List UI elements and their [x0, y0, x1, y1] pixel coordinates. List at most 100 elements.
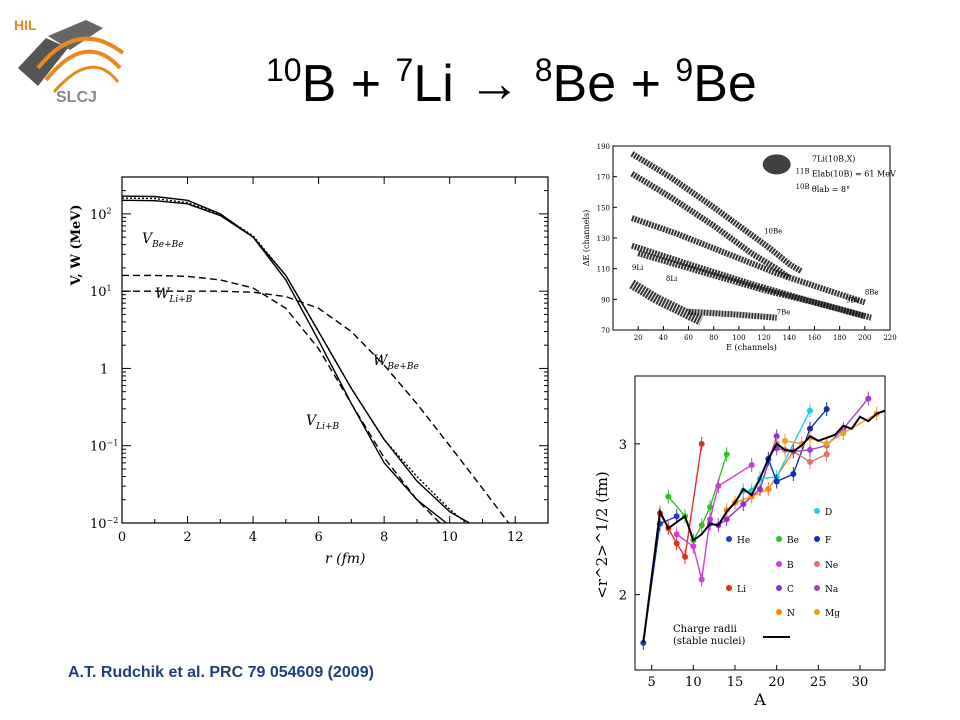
spec-x-tick-label: 220 [883, 334, 896, 342]
logo-arc-3 [52, 65, 120, 93]
radii-legend-marker-Mg [814, 609, 820, 615]
title-be8-mass: 8 [534, 52, 553, 88]
radii-point-He [673, 513, 680, 520]
potential-curve-4 [122, 274, 441, 524]
radii-point-F [773, 478, 780, 485]
radii-point-Li [682, 553, 688, 560]
radii-point-Li [673, 540, 680, 547]
x-tick-label: 8 [380, 530, 388, 545]
potential-chart-svg: 0 2 4 6 8 10 12 102 101 1 10−1 10−2 r (fm) V, W (MeV)… [69, 176, 549, 567]
spec-y-tick-label: 130 [597, 235, 610, 243]
radii-point-Ne [807, 458, 813, 465]
spectrum-chart-svg: 20 40 60 80 100 120 140 160 180 200 220 70 90 110 130 1… [582, 143, 897, 352]
potential-chart: 0 2 4 6 8 10 12 102 101 1 10−1 10−2 r (fm) V, W (MeV)… [60, 155, 580, 575]
radii-legend-marker-Be [776, 536, 782, 542]
charge-radii-chart: 5 10 15 20 25 30 2 3 A <r^2>^1/2 (fm) He Be D F B Ne Li C… [585, 370, 900, 710]
radii-point-Be [665, 493, 672, 500]
spectrum-legend-reaction: 7Li(10B,X) [812, 154, 856, 163]
y-tick-label: 10−2 [90, 516, 118, 532]
spec-x-tick-label: 160 [808, 334, 821, 342]
radii-legend-label-Be: Be [787, 536, 799, 546]
radii-point-Mg [840, 430, 847, 437]
logo-arc-2 [44, 49, 122, 82]
radii-series-Be [667, 454, 728, 543]
radii-y-tick-label: 3 [619, 438, 627, 453]
radii-point-Mg [823, 440, 830, 447]
radii-x-tick-label: 20 [768, 675, 785, 690]
y-tick-label: 1 [100, 362, 108, 377]
radii-legend-label-He: He [737, 536, 750, 546]
radii-legend-marker-N [776, 609, 782, 615]
radii-point-F [807, 425, 813, 432]
radii-point-B [698, 576, 705, 583]
radii-x-tick-label: 25 [810, 675, 827, 690]
spectrum-band-8Li [629, 279, 704, 326]
radii-point-Be [707, 504, 713, 511]
radii-point-F [790, 471, 797, 477]
logo-bottom-text: SLCJ [56, 89, 97, 106]
x-tick-label: 4 [249, 530, 257, 545]
radii-point-Li [698, 440, 705, 447]
x-tick-label: 2 [183, 530, 191, 545]
radii-point-C [757, 486, 763, 493]
title-b-symbol: B + [301, 55, 396, 113]
radii-legend-label-Na: Na [825, 585, 839, 595]
spec-y-tick-label: 70 [601, 327, 610, 335]
spec-x-tick-label: 80 [709, 334, 718, 342]
radii-legend-label-Mg: Mg [825, 609, 840, 619]
radii-point-B [748, 461, 755, 468]
radii-series-B [676, 464, 753, 580]
radii-point-Mg [782, 437, 788, 444]
radii-x-tick-label: 10 [685, 675, 702, 690]
hil-slcj-logo: HIL SLCJ [8, 8, 128, 108]
spec-y-tick-label: 170 [597, 174, 610, 182]
radii-point-B [690, 543, 697, 550]
plot-frame [121, 176, 549, 524]
spectrum-label-8Li: 8Li [666, 275, 678, 283]
spec-x-tick-label: 120 [757, 334, 770, 342]
spectrum-label-10Be: 10Be [764, 227, 782, 235]
logo-top-text: HIL [14, 17, 37, 33]
radii-legend-label-B: B [787, 561, 794, 571]
spectrum-label-7Be: 7Be [777, 309, 791, 317]
radii-legend-marker-B [776, 561, 782, 567]
title-b-mass: 10 [266, 52, 302, 88]
spectrum-band-10Be [630, 215, 866, 306]
potential-curve-1 [121, 195, 447, 524]
radii-annotation-line1: Charge radii [673, 624, 737, 635]
radii-point-Ne [823, 451, 830, 458]
spectrum-label-9Li: 9Li [632, 264, 644, 272]
curve-label-v-be-be: VBe+Be [142, 231, 184, 250]
radii-point-C [773, 433, 780, 440]
spectrum-legend-angle: θlab = 8° [812, 185, 850, 194]
spectrum-band-8Be [637, 250, 872, 321]
radii-y-tick-label: 2 [619, 589, 627, 604]
potential-curve-2 [121, 199, 470, 524]
spec-x-tick-label: 140 [783, 334, 796, 342]
spec-x-tick-label: 60 [684, 334, 693, 342]
spec-y-tick-label: 190 [597, 143, 610, 151]
spectrum-blob-b [762, 154, 791, 175]
spectrum-label-8Be: 8Be [865, 289, 879, 297]
radii-point-Na [865, 395, 872, 402]
x-tick-label: 12 [507, 530, 524, 545]
x-tick-label: 6 [314, 530, 322, 545]
y-tick-label: 101 [90, 284, 112, 300]
potential-curve-5 [122, 290, 510, 524]
radii-legend-marker-Na [814, 585, 820, 591]
spec-x-tick-label: 100 [732, 334, 745, 342]
title-li-symbol: Li → [413, 55, 535, 113]
radii-legend-marker-Ne [814, 561, 820, 567]
spectrum-band-11B [630, 151, 804, 275]
spec-x-tick-label: 200 [858, 334, 871, 342]
radii-point-B [673, 531, 680, 538]
spec-x-axis-label: E (channels) [726, 343, 777, 352]
radii-annotation-line2: (stable nuclei) [673, 636, 746, 647]
spectrum-band-10B [630, 171, 792, 281]
radii-point-F [823, 406, 830, 413]
spec-y-tick-label: 150 [597, 204, 610, 212]
radii-legend-label-F: F [825, 536, 831, 546]
x-tick-label: 0 [118, 530, 126, 545]
logo-arc-1 [36, 36, 125, 70]
radii-y-axis-label: <r^2>^1/2 (fm) [593, 471, 611, 598]
